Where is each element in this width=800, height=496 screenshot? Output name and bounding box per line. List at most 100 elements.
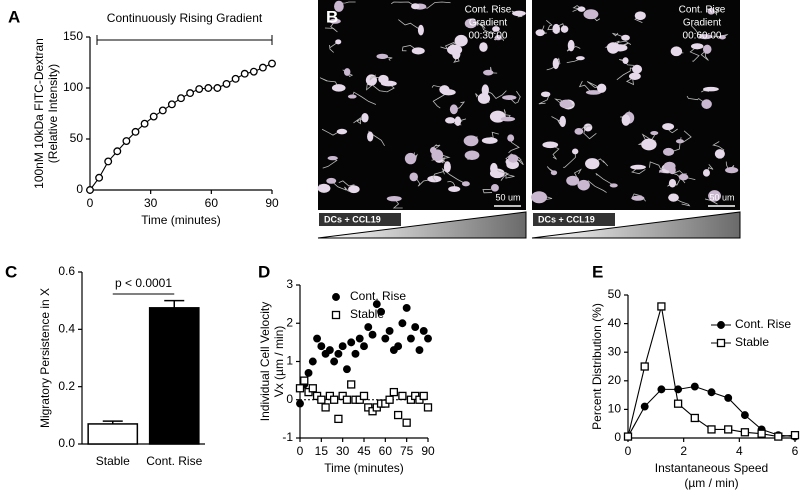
x-tick-label: 0 [87,196,94,210]
y-tick-label: 0 [614,430,621,444]
cell-track [481,23,497,35]
y-tick-label: 1 [286,354,293,368]
marker-circle [222,79,231,88]
cell [609,183,618,188]
bar [148,307,200,445]
marker-square [359,391,369,401]
marker-square [790,430,800,440]
cell-track [700,48,709,61]
marker-circle [158,106,167,115]
cell [725,167,739,174]
x-tick-label: Stable [96,454,130,468]
cell [492,26,500,32]
cell-track [485,89,507,100]
cell [411,47,425,55]
cell [445,117,456,124]
cell [481,84,489,96]
image-caption: Cont. Rise [679,5,726,16]
cell [559,99,572,109]
marker-circle [325,346,334,354]
marker-circle [406,334,415,343]
gradient-label: DCs + CCL19 [538,214,595,224]
cell-track [710,33,729,38]
y-tick-label: 3 [286,277,293,291]
y-tick-label: 0.4 [58,322,75,336]
y-tick-label: 0.0 [58,436,75,450]
cell [378,74,389,84]
marker-square [295,384,305,393]
marker-circle [385,326,394,335]
y-tick-label: 100 [63,80,83,94]
marker-square [398,391,407,401]
marker-square [347,380,356,389]
cell [583,9,599,20]
cell-track [329,41,339,53]
marker-circle [167,100,176,109]
marker-square [329,395,339,404]
cell [411,3,420,10]
marker-circle [86,186,94,194]
cell [441,89,456,96]
cell [512,10,526,17]
cell-track [566,45,581,52]
marker-square [757,429,766,438]
cell-track [319,77,340,89]
cell-track [503,109,511,120]
cell [431,149,444,162]
cell [463,135,479,147]
cell [702,169,710,177]
panel-letter: D [258,262,270,281]
marker-circle [347,338,356,347]
cell [714,149,725,159]
image-caption: Gradient [469,18,508,29]
y-tick-label: 0 [76,182,83,196]
cell [703,86,719,92]
cell [707,7,715,15]
marker-circle [334,349,343,358]
cell [347,94,357,99]
cell [334,0,344,12]
legend-marker [716,338,726,348]
x-tick-label: Cont. Rise [146,454,202,468]
cell [327,155,338,161]
marker-circle [95,173,104,182]
cell [490,162,498,174]
cell [550,170,558,176]
cell [708,190,722,202]
micrograph: Cont. Rise Gradient 00:60:00 50 um DCs + CCL… [531,0,741,239]
legend-label: Stable [735,335,769,349]
cell [417,24,424,36]
cell [641,138,657,151]
cell-track [324,20,338,33]
cell [560,25,569,33]
image-caption: 00:30:00 [469,31,508,42]
cell [365,74,377,86]
cell [461,181,470,187]
marker-circle [724,394,733,402]
marker-circle [424,334,432,343]
y-axis-label: Percent Distribution (%) [590,303,604,430]
x-tick-label: 90 [265,196,279,210]
x-axis-label: Instantaneous Speed [655,461,768,475]
cell [502,95,517,101]
legend-label: Stable [350,307,384,321]
marker-square [657,302,666,311]
legend-label: Cont. Rise [350,289,406,303]
marker-circle [231,74,240,83]
cell-track [689,45,700,62]
marker-circle [657,385,666,394]
marker-circle [122,137,131,145]
annotation: Continuously Rising Gradient [107,11,263,25]
y-tick-label: 20 [608,373,622,387]
marker-circle [149,112,158,121]
chart-panel: E 0 10 20 30 40 50 0 2 4 6 Percent Distribution (%)… [590,262,800,490]
cell [675,139,684,144]
x-axis-label: Time (minutes) [141,213,221,227]
marker-circle [740,411,749,420]
x-tick-label: 75 [400,444,414,458]
x-tick-label: 90 [421,444,435,458]
cell [449,104,458,115]
marker-circle [304,369,313,377]
marker-square [740,428,750,437]
